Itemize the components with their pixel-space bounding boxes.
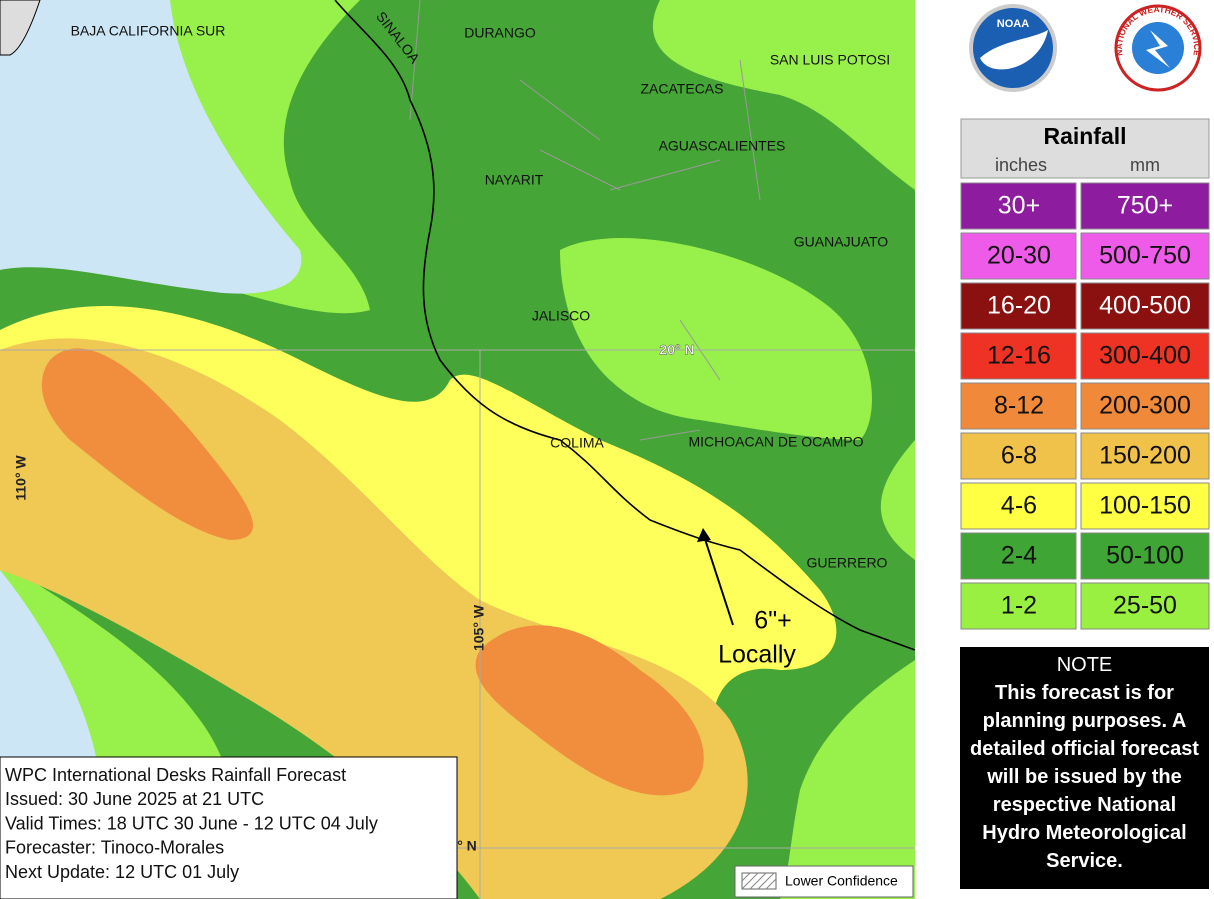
legend-inches: 2-4 <box>1001 542 1037 570</box>
legend-rows: 30+ 750+ 20-30 500-750 16-20 400-500 12-16 300-… <box>960 182 1210 630</box>
state-border <box>409 0 761 441</box>
place-label: GUANAJUATO <box>794 234 888 250</box>
confidence-label: Lower Confidence <box>785 873 898 889</box>
legend-inches: 8-12 <box>994 392 1044 420</box>
rain-1-2 <box>780 660 915 899</box>
hatch <box>741 872 777 890</box>
annotation: 6"+ <box>754 607 791 635</box>
info-line: Issued: 30 June 2025 at 21 UTC <box>5 789 264 809</box>
legend-swatch <box>960 332 1077 380</box>
info-box <box>0 756 458 899</box>
note-title: NOTE <box>1056 654 1113 676</box>
legend-swatch <box>1080 182 1210 230</box>
legend-swatch <box>1080 332 1210 380</box>
legend-mm: 400-500 <box>1099 292 1191 320</box>
legend-inches: 6-8 <box>1001 442 1037 470</box>
legend-mm: 750+ <box>1117 192 1173 220</box>
place-label: COLIMA <box>550 435 604 451</box>
legend-swatch <box>960 382 1077 430</box>
rain-1-2 <box>880 440 915 560</box>
place-label: NAYARIT <box>485 172 544 188</box>
legend-mm: 25-50 <box>1113 592 1177 620</box>
legend-swatch <box>960 182 1077 230</box>
legend-swatch <box>960 232 1077 280</box>
legend-swatch <box>1080 432 1210 480</box>
rain-1-2 <box>652 0 915 190</box>
info-line: Next Update: 12 UTC 01 July <box>5 862 239 882</box>
legend-inches: 30+ <box>998 192 1040 220</box>
map <box>0 0 916 899</box>
baja-land <box>0 0 41 56</box>
annotation: Locally <box>718 641 796 669</box>
legend-mm: 100-150 <box>1099 492 1191 520</box>
legend-mm: 200-300 <box>1099 392 1191 420</box>
place-label: JALISCO <box>532 308 590 324</box>
place-label: BAJA CALIFORNIA SUR <box>71 23 226 39</box>
legend-mm: 300-400 <box>1099 342 1191 370</box>
legend-inches: 16-20 <box>987 292 1051 320</box>
legend-header <box>960 118 1210 179</box>
place-label: GUERRERO <box>807 555 888 571</box>
legend-swatch <box>960 532 1077 580</box>
sea <box>0 0 302 294</box>
legend-inches: 4-6 <box>1001 492 1037 520</box>
nws-bolt <box>1146 30 1170 68</box>
grid-label: 110° W <box>13 455 29 501</box>
arrow-head <box>697 528 711 542</box>
noaa-text: NOAA <box>997 18 1029 30</box>
legend-inches: 20-30 <box>987 242 1051 270</box>
place-label: DURANGO <box>464 25 536 41</box>
legend-swatch <box>960 482 1077 530</box>
note-text: This forecast is for planning purposes. … <box>970 682 1199 872</box>
annotation-arrow <box>702 532 734 626</box>
rain-8-12 <box>41 348 253 540</box>
info-line: WPC International Desks Rainfall Forecas… <box>5 765 346 785</box>
legend-mm: 150-200 <box>1099 442 1191 470</box>
place-label: SAN LUIS POTOSI <box>770 52 890 68</box>
grid-label: 20° N <box>659 342 694 358</box>
legend-inches: 12-16 <box>987 342 1051 370</box>
place-label: MICHOACAN DE OCAMPO <box>688 434 863 450</box>
grid-label: 105° W <box>471 604 487 651</box>
legend-swatch <box>1080 532 1210 580</box>
noaa-bird <box>980 30 1048 70</box>
sea <box>0 570 100 780</box>
note-box: NOTE This forecast is for planning purpo… <box>960 647 1209 889</box>
legend-swatch <box>960 432 1077 480</box>
legend-mm: 500-750 <box>1099 242 1191 270</box>
legend-swatch <box>1080 282 1210 330</box>
legend-swatch <box>1080 482 1210 530</box>
coastline <box>334 0 916 651</box>
info-line: Valid Times: 18 UTC 30 June - 12 UTC 04 … <box>5 813 378 833</box>
legend-unit: inches <box>995 155 1047 175</box>
info-line: Forecaster: Tinoco-Morales <box>5 838 224 858</box>
legend-swatch <box>1080 582 1210 630</box>
place-label: AGUASCALIENTES <box>659 138 786 154</box>
legend-swatch <box>1080 382 1210 430</box>
legend-swatch <box>960 582 1077 630</box>
rain-8-12 <box>475 625 704 796</box>
legend-swatch <box>960 282 1077 330</box>
grid-label: ° N <box>457 838 477 854</box>
legend-inches: 1-2 <box>1001 592 1037 620</box>
legend-swatch <box>1080 232 1210 280</box>
place-label: ZACATECAS <box>641 81 724 97</box>
rain-1-2 <box>560 238 872 440</box>
legend-title: Rainfall <box>1043 123 1126 149</box>
legend-mm: 50-100 <box>1106 542 1184 570</box>
legend-unit: mm <box>1130 155 1160 175</box>
